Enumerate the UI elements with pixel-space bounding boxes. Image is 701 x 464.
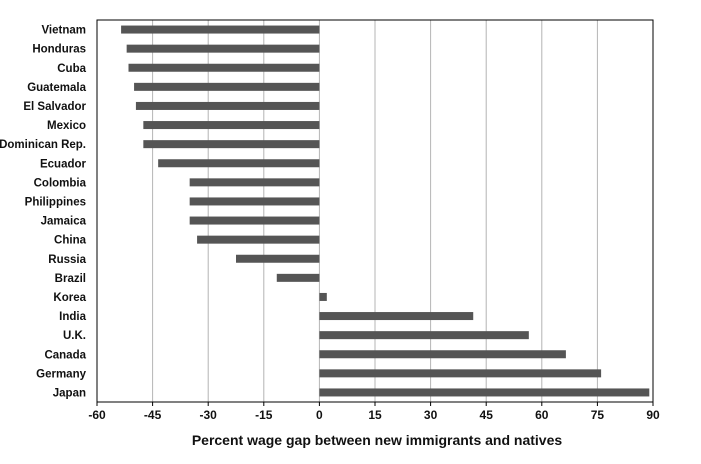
bar <box>189 178 320 187</box>
category-label: Dominican Rep. <box>0 139 86 151</box>
bar <box>276 273 320 282</box>
bar <box>319 331 529 340</box>
category-label: Brazil <box>55 273 86 285</box>
bar <box>126 44 320 53</box>
x-tick-label: 60 <box>535 408 549 422</box>
category-label: Ecuador <box>40 158 87 170</box>
x-tick-label: 75 <box>591 408 605 422</box>
category-label: Mexico <box>47 120 86 132</box>
x-tick-label: 90 <box>646 408 660 422</box>
x-tick-label: 45 <box>480 408 494 422</box>
bar <box>134 82 320 91</box>
category-label: Vietnam <box>41 25 86 37</box>
bar <box>121 25 320 34</box>
category-label: Philippines <box>25 196 86 208</box>
bar <box>143 121 320 130</box>
plot-frame <box>96 19 654 403</box>
bar <box>128 63 320 72</box>
category-label: Russia <box>48 254 86 266</box>
category-label: Korea <box>53 292 86 304</box>
category-label: Japan <box>53 387 86 399</box>
x-axis-ticks: -60 -45 -30 -15 0 15 30 45 60 75 90 <box>88 402 660 422</box>
bar <box>135 101 320 110</box>
x-tick-label: -30 <box>200 408 218 422</box>
category-label: India <box>59 311 86 323</box>
category-label: Germany <box>36 368 86 380</box>
category-label: U.K. <box>63 330 86 342</box>
bar <box>319 388 650 397</box>
category-label: Guatemala <box>27 82 86 94</box>
x-tick-label: 30 <box>424 408 438 422</box>
x-tick-label: -45 <box>144 408 162 422</box>
gridlines <box>152 20 598 402</box>
bar <box>189 216 320 225</box>
category-label: El Salvador <box>23 101 86 113</box>
bars <box>121 25 650 397</box>
bar <box>197 235 320 244</box>
x-tick-label: -60 <box>88 408 106 422</box>
bar <box>319 369 602 378</box>
x-tick-label: 15 <box>368 408 382 422</box>
bar <box>189 197 320 206</box>
bar <box>158 159 320 168</box>
category-label: Colombia <box>34 177 87 189</box>
category-label: Honduras <box>32 44 86 56</box>
bar <box>319 292 327 301</box>
category-label: Cuba <box>57 63 86 75</box>
category-labels: Vietnam Honduras Cuba Guatemala El Salvador M… <box>0 25 87 400</box>
category-label: Canada <box>44 349 86 361</box>
category-label: Jamaica <box>41 216 87 228</box>
bar <box>143 140 320 149</box>
category-label: China <box>54 235 87 247</box>
bar <box>319 312 474 321</box>
bar <box>319 350 566 359</box>
x-tick-label: -15 <box>255 408 273 422</box>
bar <box>236 254 320 263</box>
x-axis-title: Percent wage gap between new immigrants … <box>192 432 563 448</box>
x-tick-label: 0 <box>316 408 323 422</box>
